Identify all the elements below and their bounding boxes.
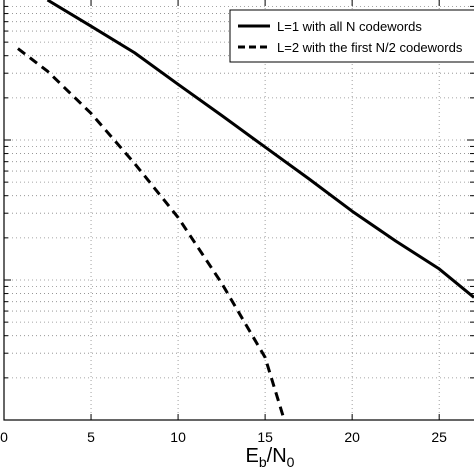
x-axis-title: Eb/N0	[246, 445, 295, 470]
x-tick-label: 0	[0, 429, 8, 445]
x-tick-label: 25	[431, 429, 447, 445]
series-line-1	[46, 0, 474, 299]
x-tick-label: 15	[257, 429, 273, 445]
legend: L=1 with all N codewords L=2 with the fir…	[229, 9, 474, 63]
legend-label-1: L=1 with all N codewords	[277, 19, 422, 34]
x-axis-title-mid: /N	[267, 445, 287, 467]
plot-frame	[3, 0, 474, 421]
x-tick-label: 10	[170, 429, 186, 445]
legend-box	[229, 9, 474, 63]
tick-labels: 0 5 10 15 20 25	[0, 429, 447, 445]
x-tick-label: 5	[87, 429, 95, 445]
series-layer	[17, 0, 474, 421]
x-tick-label: 20	[344, 429, 360, 445]
series-line-2	[17, 47, 286, 421]
x-axis-title-sub2: 0	[287, 454, 295, 470]
x-axis-title-sub1: b	[259, 454, 267, 470]
legend-label-2: L=2 with the first N/2 codewords	[277, 40, 463, 55]
x-axis-title-main: E	[246, 445, 259, 467]
